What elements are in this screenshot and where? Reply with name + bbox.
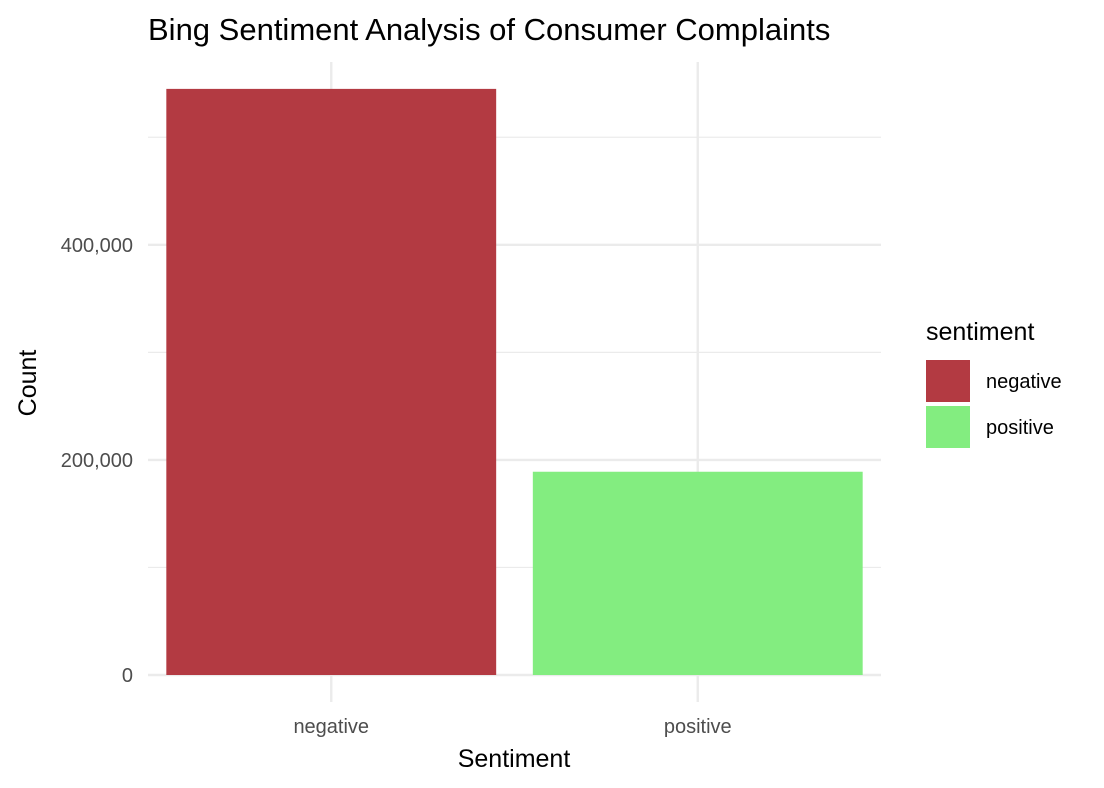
y-axis-tick-labels: 0 200,000 400,000 [61,235,133,687]
x-axis-tick-labels: negative positive [293,716,731,738]
y-axis-title: Count [14,350,42,417]
legend-title: sentiment [926,318,1034,346]
bar-negative [166,88,497,675]
x-tick-label: positive [664,716,732,738]
legend-swatch-negative [926,360,970,402]
y-tick-label: 0 [122,665,133,687]
legend: sentiment negative positive [926,318,1062,448]
bar-positive [532,471,863,675]
legend-swatch-positive [926,406,970,448]
y-tick-label: 200,000 [61,450,133,472]
bars [166,88,863,675]
legend-label: negative [986,371,1062,393]
x-axis-title: Sentiment [458,745,571,773]
legend-label: positive [986,417,1054,439]
x-tick-label: negative [293,716,369,738]
y-tick-label: 400,000 [61,235,133,257]
chart-title: Bing Sentiment Analysis of Consumer Comp… [148,12,830,47]
